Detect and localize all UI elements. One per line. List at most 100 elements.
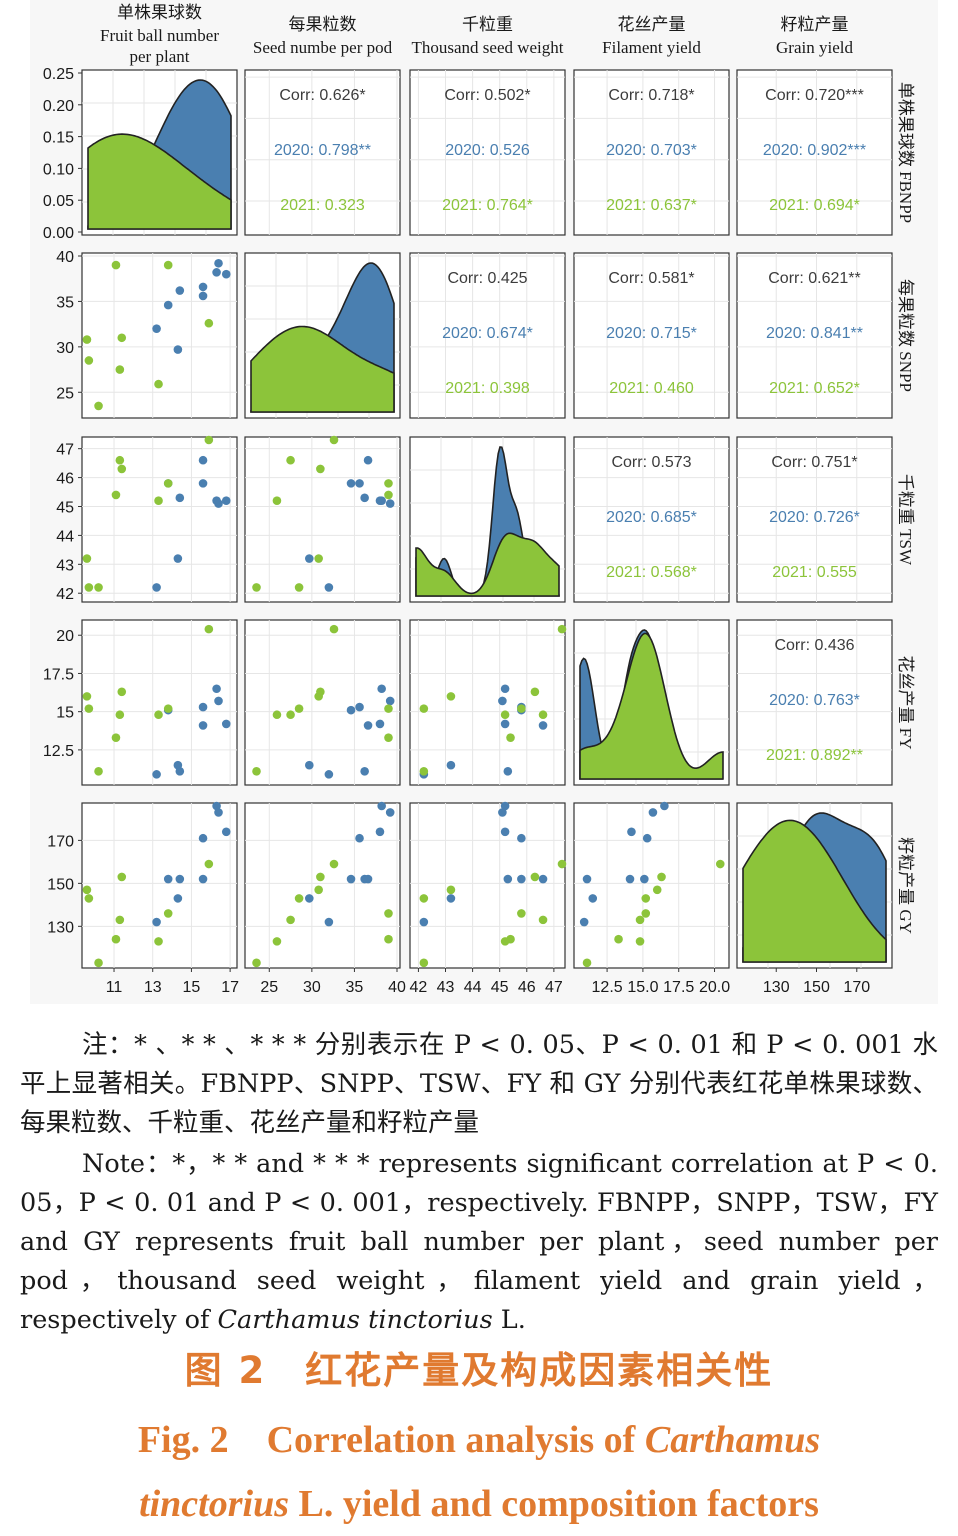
point-2021 xyxy=(154,496,163,506)
point-2020 xyxy=(198,721,208,730)
point-2020 xyxy=(660,801,669,811)
point-2021 xyxy=(316,872,325,882)
point-2021 xyxy=(111,733,121,742)
corr-label: Corr: 0.751* xyxy=(771,454,857,471)
corr-2020-label: 2020: 0.685* xyxy=(606,509,697,526)
caption-english-line1: Fig. 2 Correlation analysis of Carthamus xyxy=(0,1408,958,1472)
point-2021 xyxy=(506,733,515,742)
x-tick-fbnpp: 17 xyxy=(221,979,239,996)
point-2021 xyxy=(272,710,282,720)
point-2020 xyxy=(500,801,510,811)
point-2020 xyxy=(163,874,173,884)
point-2020 xyxy=(198,291,208,301)
corr-2021-label: 2021: 0.398 xyxy=(445,380,530,397)
caption-en-text: Fig. 2 Correlation analysis of xyxy=(137,1419,645,1461)
point-2021 xyxy=(384,934,393,944)
col-header-cn-snpp: 每果粒数 xyxy=(289,15,357,34)
panel-frame xyxy=(81,436,238,603)
point-2021 xyxy=(163,260,173,270)
panel-tsw-snpp xyxy=(244,435,401,603)
point-2021 xyxy=(84,704,94,713)
point-2020 xyxy=(538,721,548,730)
row-label-fbnpp: 单株果球数 FBNPP xyxy=(896,82,915,223)
col-header-en-fbnpp: per plant xyxy=(130,47,190,66)
point-2021 xyxy=(517,704,526,713)
x-tick-tsw: 45 xyxy=(491,979,509,996)
point-2021 xyxy=(500,710,510,720)
y-tick-density: 0.15 xyxy=(43,130,74,147)
col-header-en-fy: Filament yield xyxy=(602,38,701,57)
point-2020 xyxy=(221,496,231,506)
point-2020 xyxy=(640,874,649,884)
panel-gy-fbnpp xyxy=(81,801,238,969)
corr-2020-label: 2020: 0.726* xyxy=(769,509,860,526)
panels: Corr: 0.626*2020: 0.798**2021: 0.323Corr… xyxy=(81,69,893,969)
point-2021 xyxy=(446,885,456,895)
density-2021 xyxy=(415,532,560,597)
corr-2020-label: 2020: 0.674* xyxy=(442,325,533,342)
x-tick-snpp: 40 xyxy=(388,979,406,996)
point-2020 xyxy=(152,324,161,333)
point-2020 xyxy=(627,827,636,837)
point-2021 xyxy=(115,710,125,720)
y-tick-tsw: 42 xyxy=(56,586,74,603)
caption-english-line2: tinctorius L. yield and composition fact… xyxy=(0,1472,958,1536)
point-2021 xyxy=(94,583,103,592)
panel-frame xyxy=(736,252,893,419)
corr-2020-label: 2020: 0.715* xyxy=(606,325,697,342)
point-2021 xyxy=(272,937,282,946)
x-tick-gy: 130 xyxy=(763,979,790,996)
point-2021 xyxy=(329,624,339,634)
axis-tick-labels: 0.000.050.100.150.200.252530354042434445… xyxy=(43,66,870,996)
y-tick-fy: 17.5 xyxy=(43,666,74,683)
panel-frame xyxy=(409,619,566,786)
point-2020 xyxy=(324,917,334,927)
point-2020 xyxy=(648,808,658,817)
caption-species: tinctorius xyxy=(139,1483,290,1525)
point-2020 xyxy=(355,479,364,488)
panel-snpp-tsw: Corr: 0.425 2020: 0.674* 2021: 0.398 xyxy=(409,252,566,419)
point-2021 xyxy=(614,934,623,944)
point-2020 xyxy=(221,827,231,837)
corr-label: Corr: 0.621** xyxy=(768,270,861,287)
point-2020 xyxy=(198,874,208,884)
point-2021 xyxy=(314,554,323,563)
corr-2021-label: 2021: 0.460 xyxy=(609,380,694,397)
x-tick-snpp: 25 xyxy=(260,979,278,996)
corr-label: Corr: 0.626* xyxy=(279,87,365,104)
point-2021 xyxy=(115,915,125,925)
col-header-en-gy: Grain yield xyxy=(776,38,853,57)
corr-2020-label: 2020: 0.526 xyxy=(445,142,530,159)
point-2021 xyxy=(538,710,548,720)
point-2021 xyxy=(286,710,295,720)
point-2021 xyxy=(115,365,125,374)
panel-fy-fy xyxy=(573,619,730,786)
panel-frame xyxy=(736,69,893,236)
point-2020 xyxy=(500,827,510,837)
corr-label: Corr: 0.502* xyxy=(444,87,530,104)
point-2021 xyxy=(117,687,127,697)
note-english-text: Note：*，* * and * * * represents signific… xyxy=(20,1149,938,1335)
note-english-end: L. xyxy=(492,1305,526,1335)
point-2021 xyxy=(294,704,304,713)
corr-2021-label: 2021: 0.555 xyxy=(772,564,857,581)
point-2021 xyxy=(500,937,510,946)
point-2021 xyxy=(163,479,173,488)
y-tick-tsw: 44 xyxy=(56,528,74,545)
x-tick-tsw: 44 xyxy=(464,979,482,996)
point-2020 xyxy=(212,268,221,277)
point-2021 xyxy=(82,885,92,895)
point-2020 xyxy=(305,760,314,770)
point-2020 xyxy=(517,833,526,843)
x-tick-fbnpp: 11 xyxy=(106,979,123,996)
point-2020 xyxy=(214,808,223,817)
point-2020 xyxy=(198,479,208,488)
y-tick-tsw: 47 xyxy=(56,442,74,459)
point-2020 xyxy=(498,808,507,817)
y-tick-snpp: 25 xyxy=(56,385,74,402)
point-2020 xyxy=(346,479,356,488)
point-2020 xyxy=(173,345,183,354)
point-2021 xyxy=(384,490,393,500)
point-2020 xyxy=(355,702,364,712)
point-2020 xyxy=(385,808,395,817)
